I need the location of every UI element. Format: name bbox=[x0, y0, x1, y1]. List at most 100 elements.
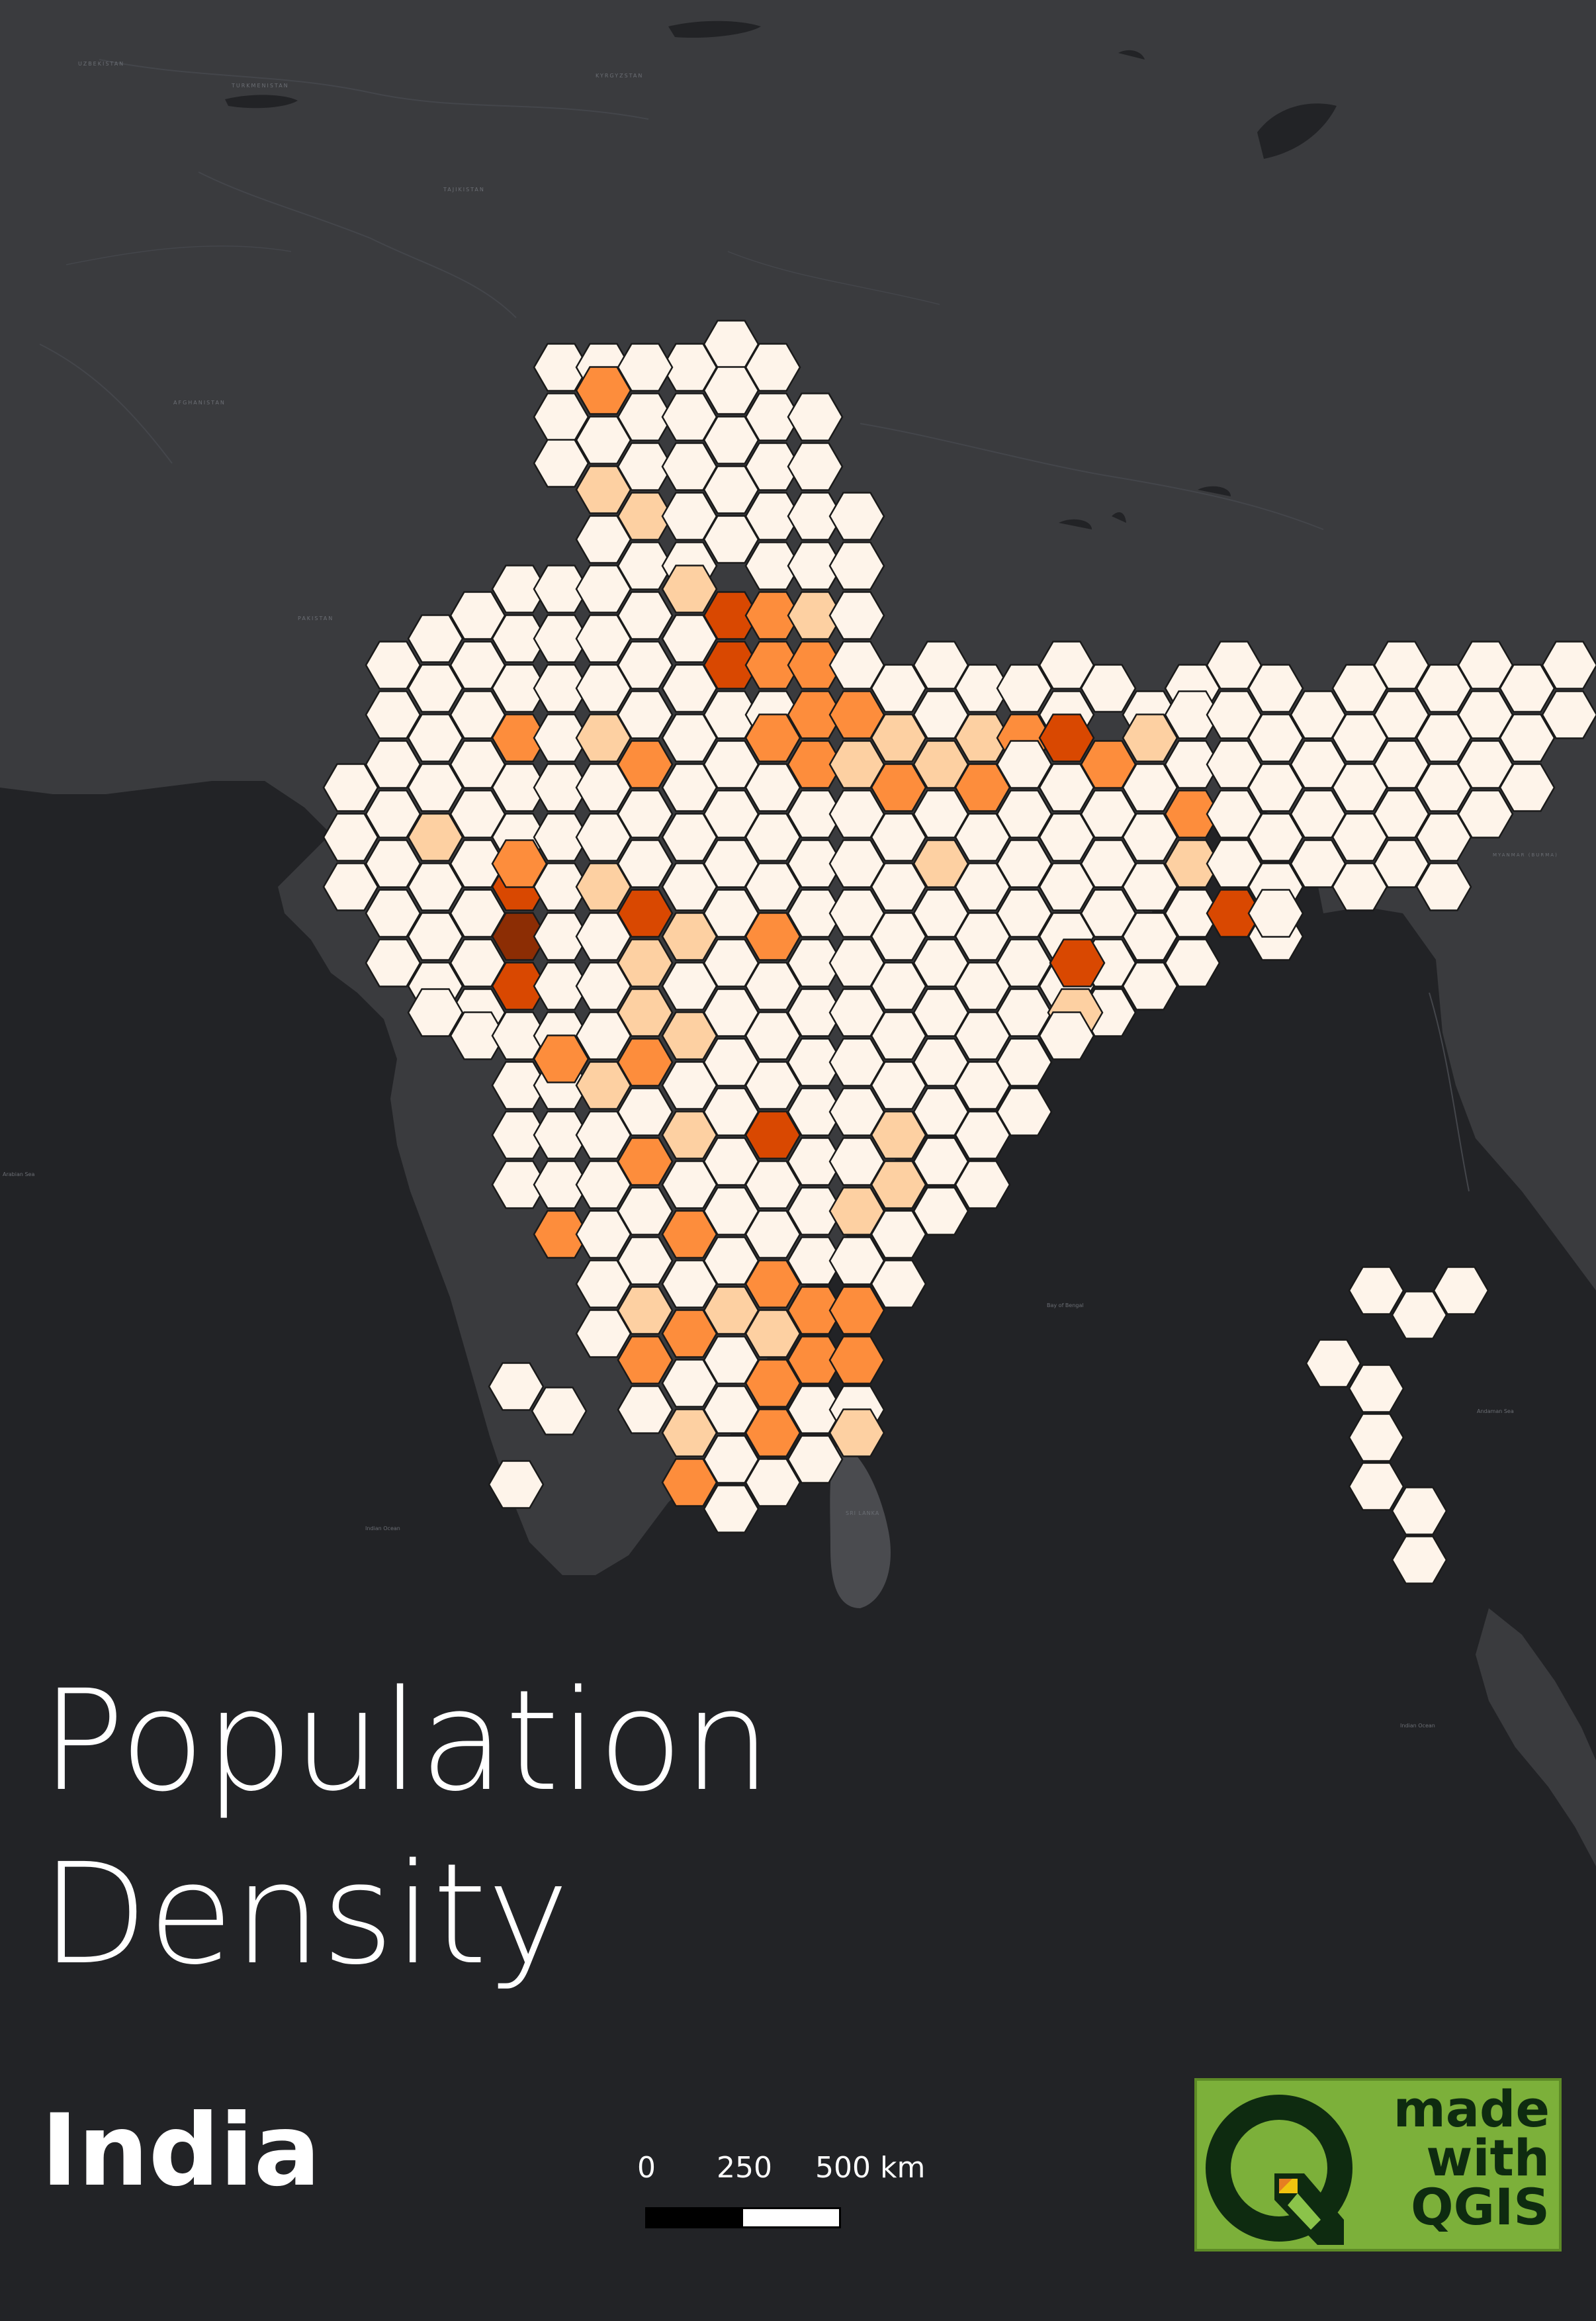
hex-cell bbox=[954, 713, 1011, 762]
hex-cell bbox=[744, 912, 801, 961]
hex-cell bbox=[744, 1259, 801, 1308]
hex-cell bbox=[661, 962, 718, 1011]
hex-cell bbox=[533, 664, 590, 713]
hex-cell bbox=[661, 813, 718, 862]
hex-cell bbox=[744, 813, 801, 862]
hex-cell bbox=[575, 465, 632, 514]
hex-cell bbox=[533, 439, 590, 488]
hex-cell bbox=[744, 862, 801, 911]
hex-cell bbox=[828, 492, 885, 541]
hex-cell bbox=[787, 641, 844, 690]
hex-cell bbox=[996, 664, 1053, 713]
hex-cell bbox=[1206, 790, 1263, 839]
hex-cell bbox=[1457, 690, 1514, 739]
hex-cell bbox=[787, 442, 844, 491]
map-title-line-1: Population bbox=[41, 1660, 772, 1822]
hex-cell bbox=[912, 740, 969, 789]
hex-cell bbox=[1206, 839, 1263, 888]
hex-cell bbox=[1391, 1535, 1448, 1584]
qgis-q-logo-icon bbox=[1206, 2095, 1352, 2245]
hex-cell bbox=[870, 1111, 927, 1160]
place-label-kyrgyzstan: KYRGYZSTAN bbox=[596, 73, 644, 79]
hex-cell bbox=[870, 1160, 927, 1209]
hex-cell bbox=[828, 1038, 885, 1087]
hex-cell bbox=[828, 1336, 885, 1385]
hex-cell bbox=[954, 912, 1011, 961]
land-sri-lanka bbox=[830, 1443, 891, 1608]
hex-cell bbox=[533, 1210, 590, 1259]
hex-cell bbox=[661, 862, 718, 911]
hex-cell bbox=[661, 1210, 718, 1259]
hex-cell bbox=[954, 813, 1011, 862]
hex-cell bbox=[912, 1137, 969, 1186]
hex-cell bbox=[661, 614, 718, 663]
hex-cell bbox=[1038, 713, 1095, 762]
hex-cell bbox=[1373, 690, 1430, 739]
hex-cell bbox=[407, 763, 464, 812]
place-label-bay-of-bengal: Bay of Bengal bbox=[1047, 1302, 1084, 1308]
hex-cell bbox=[1038, 1011, 1095, 1060]
hex-cell bbox=[491, 962, 548, 1011]
hex-cell bbox=[1373, 839, 1430, 888]
hex-cell bbox=[744, 591, 801, 640]
hex-cell bbox=[661, 763, 718, 812]
hex-cell bbox=[787, 591, 844, 640]
hex-cell bbox=[1415, 664, 1472, 713]
hex-cell bbox=[491, 912, 548, 961]
hex-cell bbox=[661, 713, 718, 762]
hex-cell bbox=[661, 1160, 718, 1209]
hex-cell bbox=[744, 1359, 801, 1408]
hex-cell bbox=[1331, 664, 1388, 713]
place-label-myanmar: MYANMAR (BURMA) bbox=[1493, 852, 1558, 858]
hex-cell bbox=[1457, 641, 1514, 690]
hex-cell bbox=[661, 442, 718, 491]
hex-cell bbox=[1038, 862, 1095, 911]
hex-cell bbox=[491, 664, 548, 713]
hex-cell bbox=[575, 1111, 632, 1160]
hex-cell bbox=[744, 1210, 801, 1259]
hex-cell bbox=[1206, 641, 1263, 690]
hex-cell bbox=[1457, 740, 1514, 789]
hex-cell bbox=[491, 763, 548, 812]
hex-cell bbox=[744, 1408, 801, 1457]
hex-cell bbox=[1290, 740, 1347, 789]
hex-cell bbox=[787, 1336, 844, 1385]
map-subtitle: India bbox=[41, 2093, 321, 2208]
hex-cell bbox=[870, 713, 927, 762]
hex-cell bbox=[617, 1385, 674, 1434]
hex-cell bbox=[1164, 740, 1221, 789]
hex-cell bbox=[1415, 862, 1472, 911]
hex-cell bbox=[407, 614, 464, 663]
badge-line-made: made bbox=[1393, 2079, 1550, 2138]
hex-cell bbox=[870, 962, 927, 1011]
hex-cell bbox=[996, 889, 1053, 938]
hex-cell bbox=[531, 1387, 588, 1435]
hex-cell bbox=[870, 912, 927, 961]
hex-cell bbox=[870, 1259, 927, 1308]
hex-cell bbox=[1348, 1462, 1405, 1511]
hex-cell bbox=[912, 839, 969, 888]
hex-cell bbox=[954, 1160, 1011, 1209]
hex-cell bbox=[828, 1137, 885, 1186]
hex-cell bbox=[1348, 1364, 1405, 1413]
place-label-tajikistan: TAJIKISTAN bbox=[443, 187, 485, 193]
hex-cell bbox=[828, 541, 885, 590]
hex-cell bbox=[1541, 690, 1596, 739]
hex-cell bbox=[912, 889, 969, 938]
hex-cell bbox=[1080, 664, 1137, 713]
hex-cell bbox=[533, 1111, 590, 1160]
hex-cell bbox=[1247, 763, 1304, 812]
hex-cell bbox=[828, 938, 885, 987]
hex-cell bbox=[1247, 889, 1304, 938]
hex-cell bbox=[365, 690, 421, 739]
hex-cell bbox=[1247, 664, 1304, 713]
scale-bar: 0 250 500 km bbox=[596, 2151, 966, 2237]
hex-cell bbox=[744, 1160, 801, 1209]
hex-cell bbox=[661, 565, 718, 614]
hex-cell bbox=[1164, 938, 1221, 987]
hex-cell bbox=[533, 343, 590, 392]
hex-cell bbox=[491, 713, 548, 762]
hex-cell bbox=[449, 1011, 506, 1060]
hex-cell bbox=[661, 1111, 718, 1160]
